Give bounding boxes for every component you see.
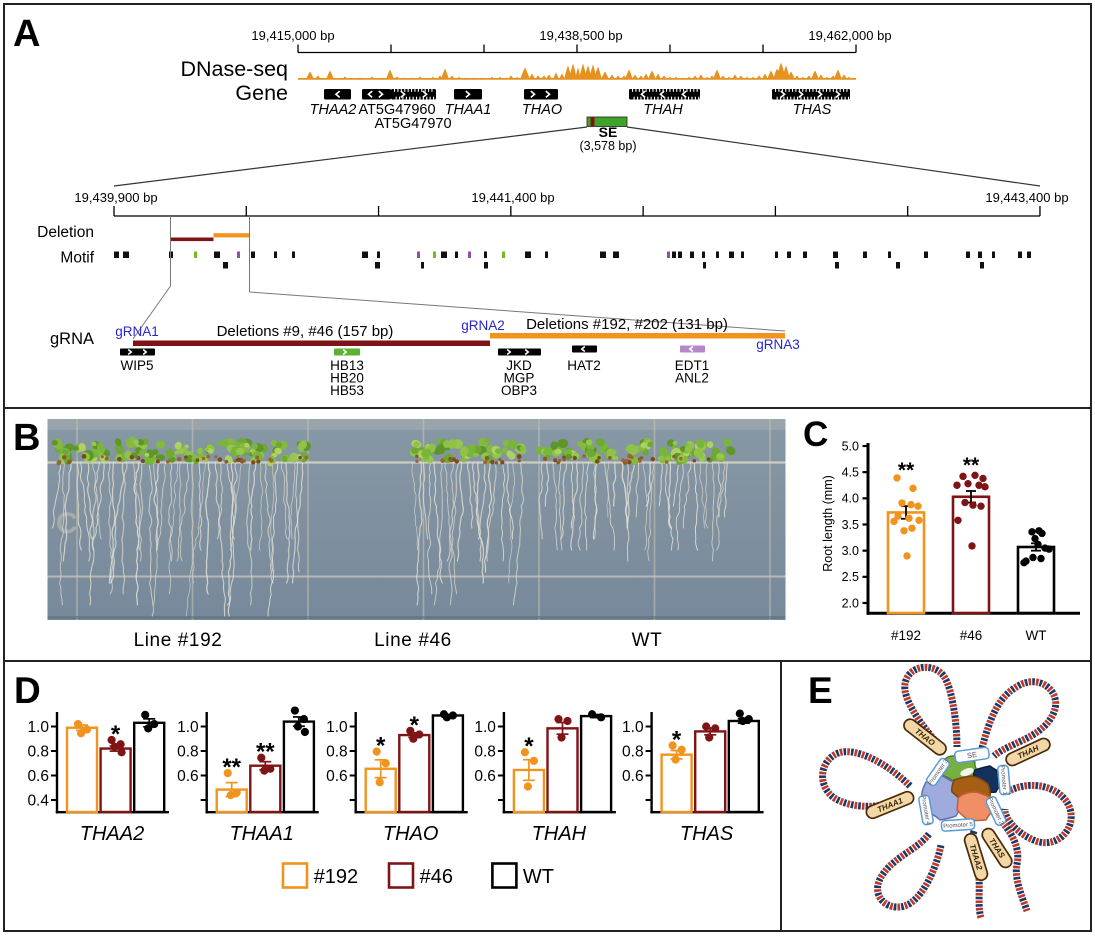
svg-text:2.5: 2.5 — [842, 570, 859, 584]
svg-text:HB20: HB20 — [330, 371, 364, 386]
svg-text:WIP5: WIP5 — [120, 358, 153, 373]
svg-text:**: ** — [256, 739, 275, 766]
svg-text:0.6: 0.6 — [474, 768, 496, 785]
svg-text:HB13: HB13 — [330, 358, 364, 373]
svg-text:WT: WT — [523, 866, 554, 888]
svg-text:gRNA2: gRNA2 — [461, 318, 505, 333]
svg-text:THAA2: THAA2 — [310, 102, 357, 118]
svg-text:C: C — [803, 415, 828, 454]
svg-text:0.6: 0.6 — [622, 768, 644, 785]
svg-text:THAA1: THAA1 — [445, 102, 492, 118]
svg-text:THAA2: THAA2 — [80, 823, 144, 845]
svg-text:#46: #46 — [420, 866, 453, 888]
svg-text:Promoter 4: Promoter 4 — [919, 795, 930, 826]
svg-text:Gene: Gene — [235, 81, 288, 105]
svg-text:WT: WT — [1026, 628, 1047, 643]
svg-text:gRNA1: gRNA1 — [115, 324, 159, 339]
svg-text:0.4: 0.4 — [27, 793, 49, 810]
svg-text:AT5G47970: AT5G47970 — [374, 116, 451, 132]
svg-text:THAS: THAS — [680, 823, 734, 845]
svg-text:Promoter 5: Promoter 5 — [943, 822, 974, 830]
svg-text:Line #192: Line #192 — [134, 630, 223, 651]
svg-text:19,438,500 bp: 19,438,500 bp — [539, 28, 622, 43]
svg-text:(3,578 bp): (3,578 bp) — [580, 139, 637, 153]
svg-text:1.0: 1.0 — [177, 719, 199, 736]
svg-text:THAH: THAH — [532, 823, 587, 845]
svg-text:THAA1: THAA1 — [229, 823, 293, 845]
svg-text:SE: SE — [599, 124, 618, 140]
svg-text:ANL2: ANL2 — [675, 371, 709, 386]
svg-text:4.5: 4.5 — [842, 465, 859, 479]
svg-text:Deletion: Deletion — [37, 224, 94, 241]
svg-text:3.0: 3.0 — [842, 544, 859, 558]
svg-text:THAH: THAH — [643, 102, 683, 118]
svg-text:1.0: 1.0 — [622, 719, 644, 736]
svg-text:0.8: 0.8 — [474, 744, 496, 761]
svg-text:*: * — [376, 733, 386, 760]
svg-text:A: A — [13, 13, 40, 55]
svg-text:E: E — [808, 670, 833, 711]
svg-text:Root length (mm): Root length (mm) — [821, 475, 835, 572]
svg-text:Deletions #192, #202 (131 bp): Deletions #192, #202 (131 bp) — [526, 316, 728, 333]
svg-text:gRNA3: gRNA3 — [756, 337, 800, 352]
svg-text:gRNA: gRNA — [50, 330, 94, 348]
svg-text:B: B — [13, 417, 40, 459]
svg-text:THAO: THAO — [522, 102, 562, 118]
svg-text:D: D — [14, 670, 41, 711]
svg-text:OBP3: OBP3 — [501, 383, 537, 398]
svg-text:1.0: 1.0 — [326, 719, 348, 736]
svg-text:Line #46: Line #46 — [374, 630, 452, 651]
svg-text:0.8: 0.8 — [622, 744, 644, 761]
svg-text:*: * — [410, 712, 420, 739]
svg-text:1.0: 1.0 — [27, 719, 49, 736]
svg-text:0.8: 0.8 — [27, 744, 49, 761]
svg-text:MGP: MGP — [504, 371, 535, 386]
svg-text:DNase-seq: DNase-seq — [180, 57, 288, 81]
svg-text:*: * — [524, 733, 534, 760]
svg-text:0.8: 0.8 — [326, 744, 348, 761]
svg-text:THAS: THAS — [793, 102, 832, 118]
svg-text:Motif: Motif — [60, 250, 94, 267]
svg-text:#192: #192 — [891, 628, 921, 643]
svg-text:*: * — [111, 721, 121, 748]
svg-text:#192: #192 — [314, 866, 359, 888]
svg-text:#46: #46 — [960, 628, 983, 643]
svg-text:**: ** — [963, 454, 980, 477]
svg-text:19,415,000 bp: 19,415,000 bp — [251, 28, 334, 43]
svg-text:Promoter 1: Promoter 1 — [999, 765, 1008, 796]
svg-text:SE: SE — [966, 750, 977, 760]
svg-text:1.0: 1.0 — [474, 719, 496, 736]
svg-text:2.0: 2.0 — [842, 596, 859, 610]
svg-text:5.0: 5.0 — [842, 439, 859, 453]
svg-text:0.6: 0.6 — [27, 768, 49, 785]
svg-text:0.8: 0.8 — [177, 744, 199, 761]
svg-text:THAO: THAO — [383, 823, 439, 845]
svg-text:EDT1: EDT1 — [675, 358, 710, 373]
svg-text:3.5: 3.5 — [842, 518, 859, 532]
svg-text:Deletions #9, #46 (157 bp): Deletions #9, #46 (157 bp) — [217, 323, 394, 340]
svg-text:0.6: 0.6 — [177, 768, 199, 785]
svg-text:19,462,000 bp: 19,462,000 bp — [808, 28, 891, 43]
svg-text:4.0: 4.0 — [842, 492, 859, 506]
svg-text:AT5G47960: AT5G47960 — [358, 102, 435, 118]
svg-text:0.6: 0.6 — [326, 768, 348, 785]
svg-text:19,439,900 bp: 19,439,900 bp — [74, 190, 157, 205]
svg-text:19,443,400 bp: 19,443,400 bp — [985, 190, 1068, 205]
svg-text:WT: WT — [632, 630, 663, 651]
svg-text:**: ** — [898, 459, 915, 482]
svg-text:HAT2: HAT2 — [567, 358, 601, 373]
svg-text:*: * — [672, 726, 682, 753]
svg-text:19,441,400 bp: 19,441,400 bp — [471, 190, 554, 205]
svg-text:**: ** — [222, 754, 241, 781]
svg-text:HB53: HB53 — [330, 383, 364, 398]
svg-text:JKD: JKD — [506, 358, 532, 373]
